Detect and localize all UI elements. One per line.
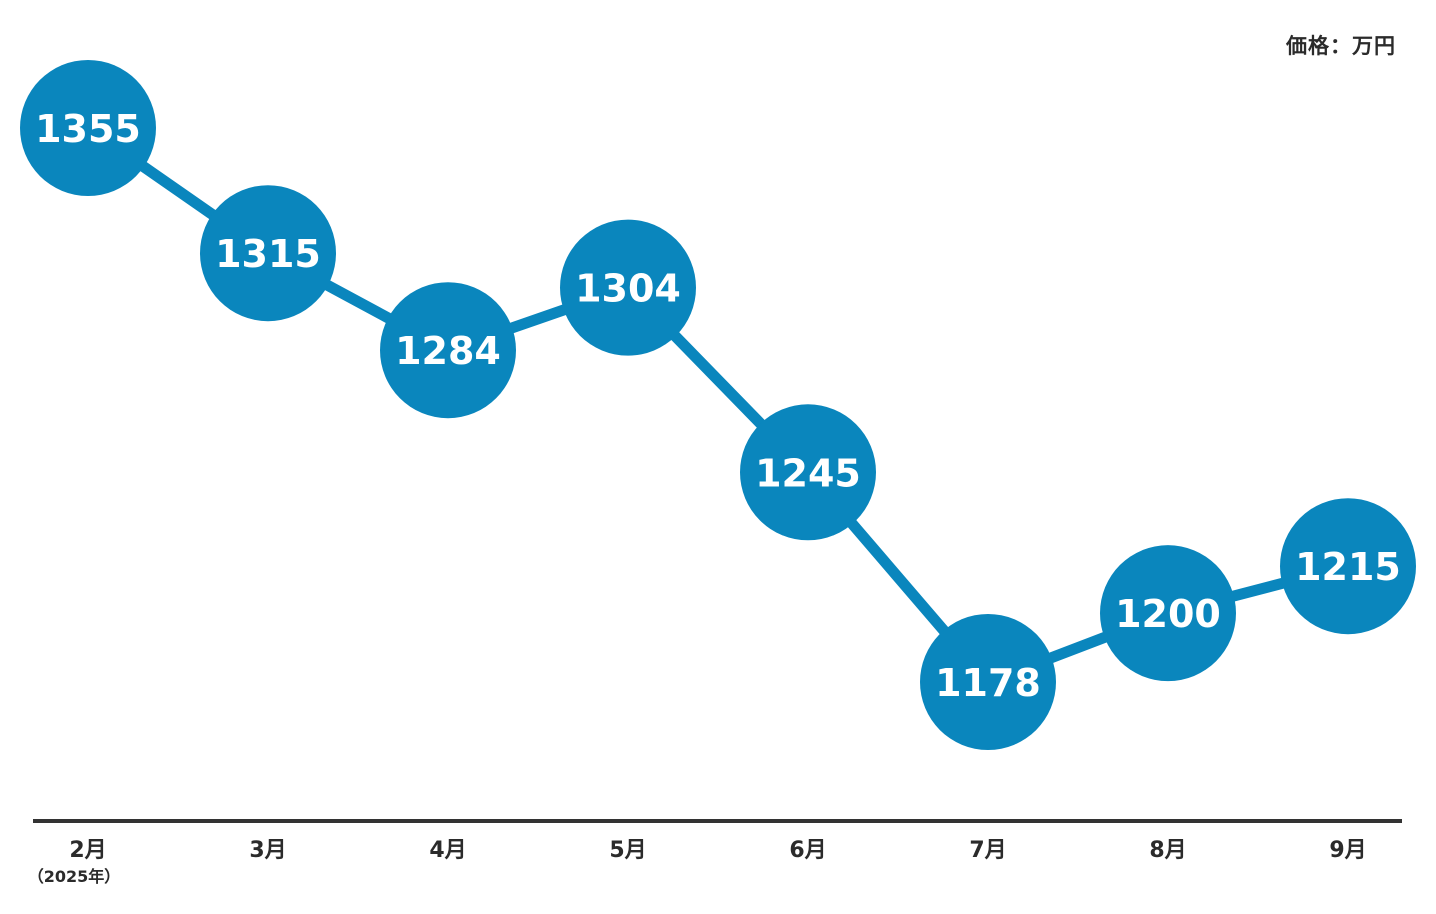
- data-point-8: [1280, 498, 1416, 635]
- data-label-2: 1315: [215, 232, 321, 276]
- x-tick-label-4: 5月: [609, 838, 646, 863]
- x-tick-label-8: 9月: [1329, 838, 1366, 863]
- data-point-1: [20, 60, 156, 196]
- x-tick-sublabel-1: （2025年）: [28, 867, 121, 886]
- data-label-5: 1245: [755, 451, 861, 495]
- x-tick-label-1: 2月: [69, 838, 106, 863]
- data-label-6: 1178: [935, 661, 1041, 705]
- data-label-7: 1200: [1115, 592, 1221, 636]
- data-point-3: [380, 282, 516, 419]
- data-point-4: [560, 219, 696, 356]
- data-label-3: 1284: [395, 329, 501, 373]
- x-tick-label-5: 6月: [789, 838, 826, 863]
- x-tick-label-7: 8月: [1149, 838, 1186, 863]
- x-tick-label-6: 7月: [969, 838, 1006, 863]
- data-point-7: [1100, 545, 1236, 682]
- data-label-8: 1215: [1295, 545, 1401, 589]
- data-point-5: [740, 404, 876, 541]
- unit-label: 価格：万円: [1286, 34, 1396, 58]
- data-label-1: 1355: [35, 107, 141, 151]
- data-point-2: [200, 185, 336, 322]
- x-tick-label-2: 3月: [249, 838, 286, 863]
- data-point-6: [920, 614, 1056, 750]
- x-tick-label-3: 4月: [429, 838, 466, 863]
- data-label-4: 1304: [575, 267, 681, 311]
